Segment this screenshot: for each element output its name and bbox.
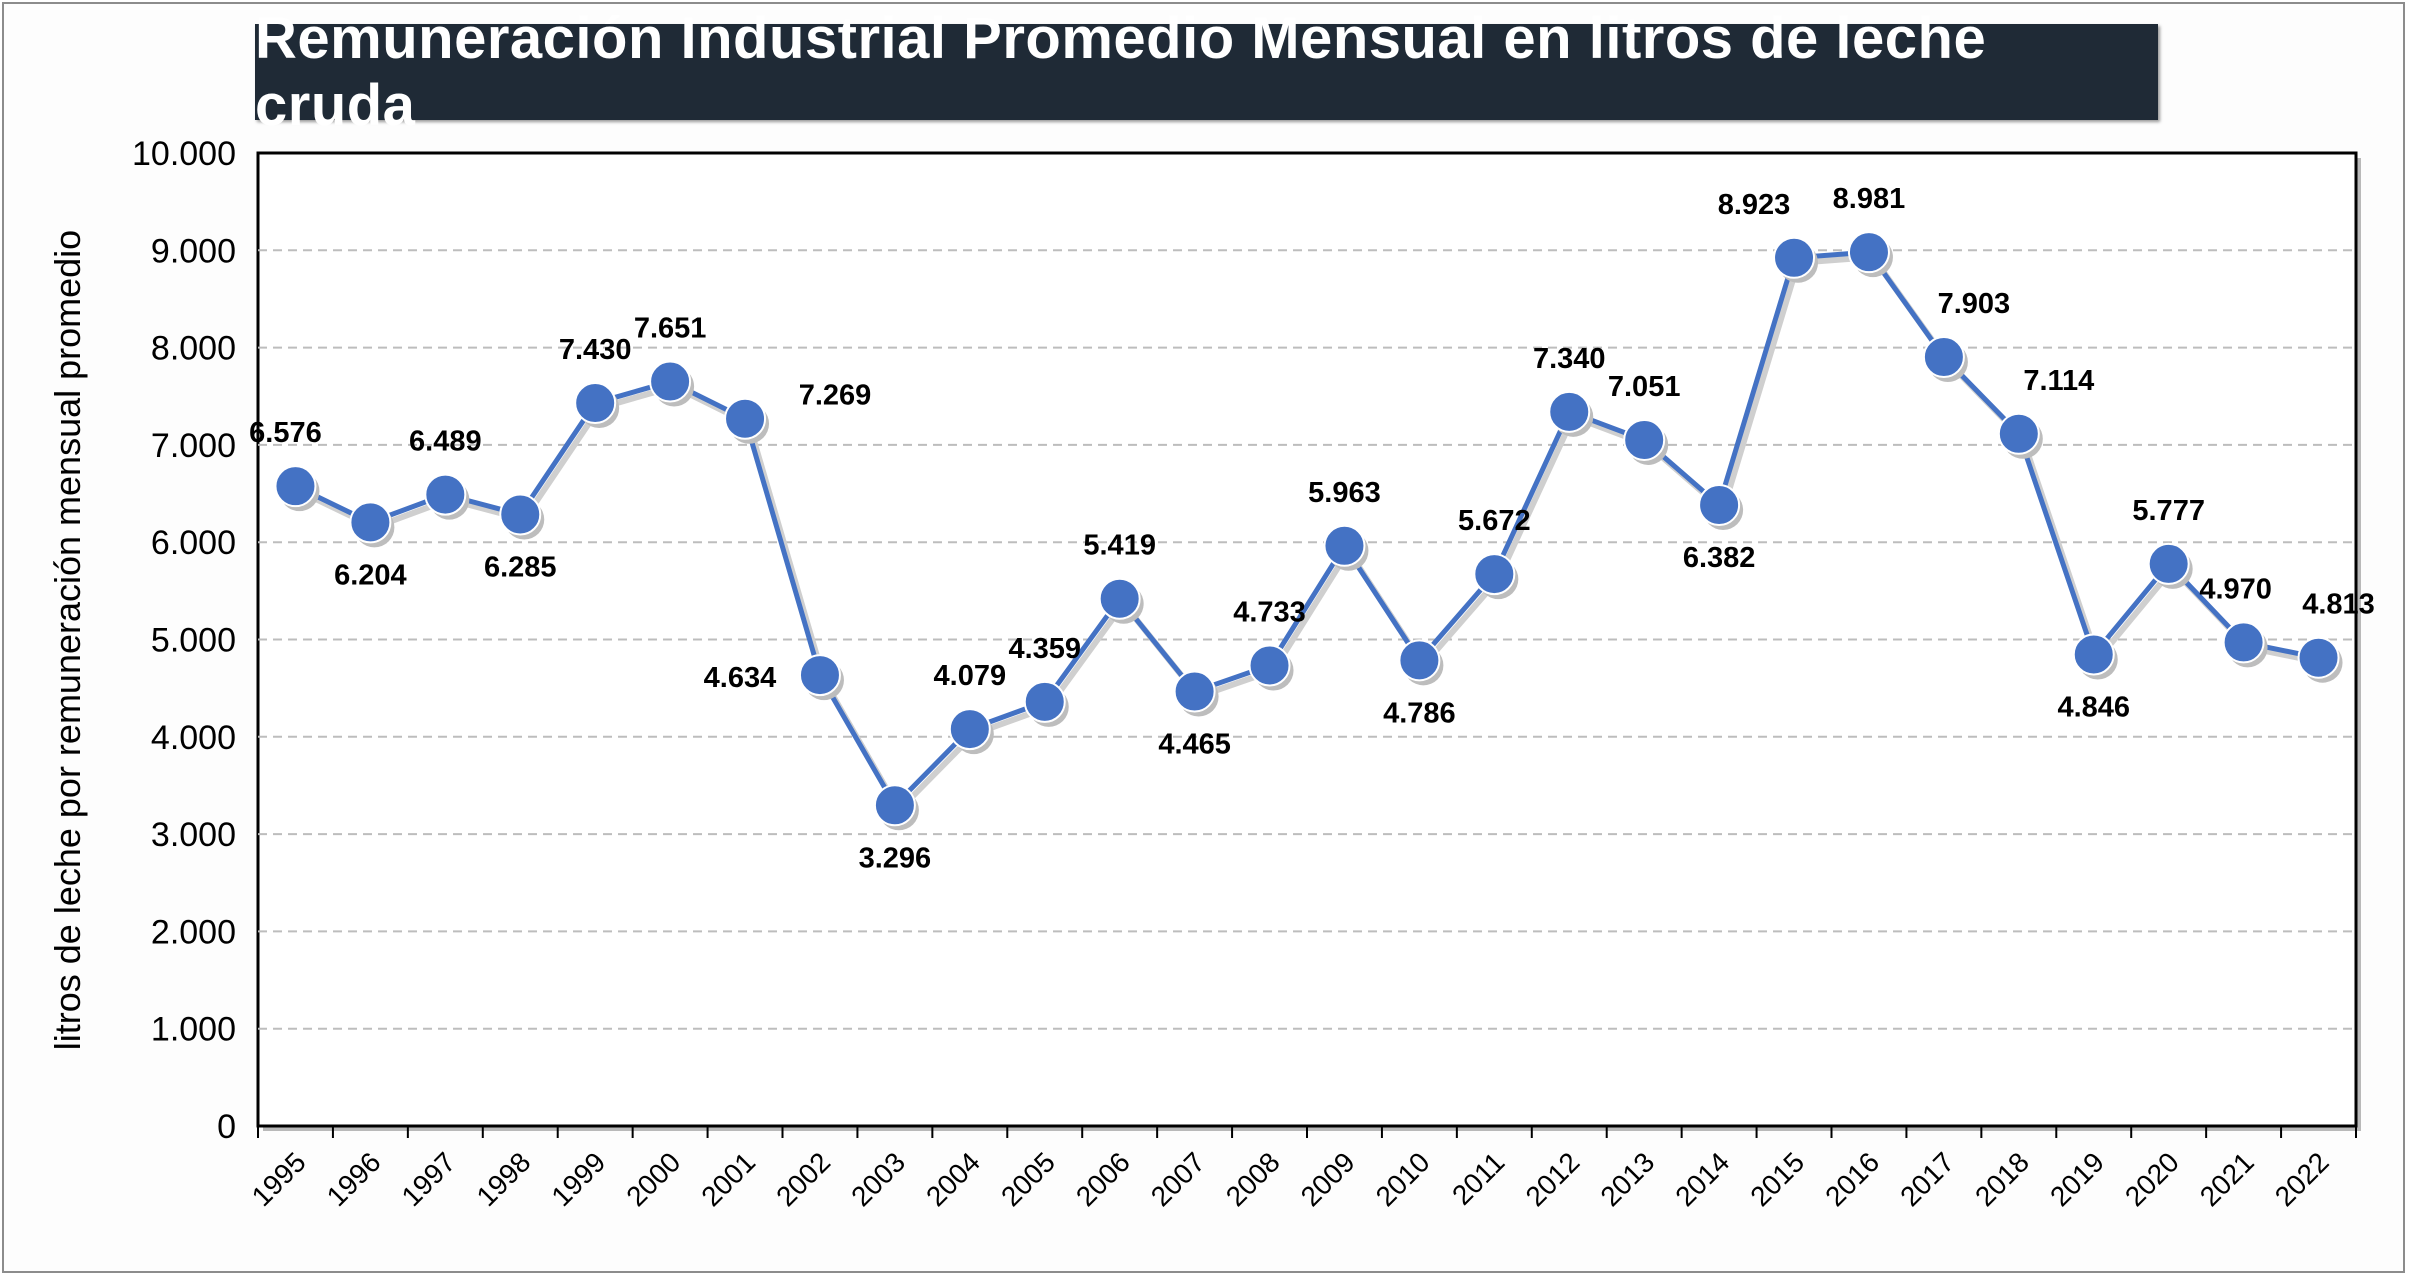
data-label: 6.204 [334,559,407,591]
data-label: 7.903 [1938,288,2011,320]
y-tick-label: 0 [217,1108,236,1146]
y-tick-label: 2.000 [151,913,236,951]
data-label: 5.963 [1308,477,1381,509]
data-label: 7.051 [1608,371,1681,403]
data-label: 6.576 [249,417,322,449]
point-marker [349,501,392,544]
data-label: 7.651 [634,313,707,345]
x-tick-label: 2019 [2044,1146,2110,1212]
y-tick-label: 3.000 [151,816,236,854]
point-marker [1248,644,1291,687]
x-tick-label: 2013 [1594,1146,1660,1212]
data-label: 8.981 [1833,183,1906,215]
data-label: 6.382 [1683,542,1756,574]
x-tick-label: 1996 [321,1146,387,1212]
point-marker [1098,577,1141,620]
x-tick-label: 2010 [1370,1146,1436,1212]
y-tick-label: 6.000 [151,524,236,562]
x-tick-label: 2015 [1744,1146,1810,1212]
x-tick-label: 2006 [1070,1146,1136,1212]
point-marker [1023,680,1066,723]
data-label: 5.777 [2132,495,2205,527]
point-marker [948,708,991,751]
data-label: 4.465 [1158,729,1231,761]
x-tick-label: 2004 [920,1146,986,1212]
data-label: 5.419 [1083,530,1156,562]
data-label: 4.786 [1383,697,1456,729]
series-line [294,249,2320,808]
point-marker [724,397,767,440]
x-tick-label: 2001 [695,1146,761,1212]
data-label: 4.846 [2057,691,2130,723]
x-tick-label: 2014 [1669,1146,1735,1212]
point-marker [798,654,841,697]
point-marker [1473,553,1516,596]
point-marker [1623,418,1666,461]
point-marker [1398,639,1441,682]
x-tick-label: 2007 [1145,1146,1211,1212]
data-label: 5.672 [1458,505,1531,537]
data-label: 7.269 [799,380,872,412]
point-marker [1997,412,2040,455]
point-marker [1922,336,1965,379]
x-tick-label: 2016 [1819,1146,1885,1212]
x-tick-label: 1995 [246,1146,312,1212]
data-label: 7.430 [559,334,632,366]
point-marker [2147,542,2190,585]
data-label: 4.079 [934,660,1007,692]
point-marker [1698,484,1741,527]
x-tick-label: 2012 [1520,1146,1586,1212]
x-tick-label: 1999 [545,1146,611,1212]
point-marker [574,382,617,425]
data-label: 4.813 [2302,589,2375,621]
point-marker [649,360,692,403]
y-tick-label: 1.000 [151,1011,236,1049]
x-tick-label: 2022 [2269,1146,2335,1212]
data-label: 4.634 [704,662,777,694]
y-tick-label: 5.000 [151,622,236,660]
x-tick-label: 2000 [620,1146,686,1212]
data-label: 3.296 [859,842,932,874]
data-label: 7.114 [2023,365,2094,397]
y-tick-label: 4.000 [151,719,236,757]
data-label: 4.733 [1233,596,1306,628]
point-marker [499,493,542,536]
data-label: 4.970 [2199,573,2272,605]
x-tick-label: 2011 [1446,1146,1511,1211]
x-tick-label: 1998 [471,1146,537,1212]
data-label: 6.285 [484,551,557,583]
data-label: 6.489 [409,426,482,458]
y-tick-label: 7.000 [151,427,236,465]
x-tick-label: 2008 [1220,1146,1286,1212]
x-tick-label: 2021 [2194,1146,2260,1212]
data-label: 8.923 [1718,189,1791,221]
data-label: 7.340 [1533,343,1606,375]
x-tick-label: 2018 [1969,1146,2035,1212]
point-marker [424,473,467,516]
data-label: 4.359 [1008,633,1081,665]
x-tick-label: 2009 [1295,1146,1361,1212]
point-marker [873,784,916,827]
y-tick-label: 9.000 [151,232,236,270]
point-marker [1847,231,1890,274]
point-marker [1173,670,1216,713]
x-tick-label: 1997 [396,1146,462,1212]
point-marker [2222,621,2265,664]
x-tick-label: 2005 [995,1146,1061,1212]
y-tick-label: 8.000 [151,330,236,368]
point-marker [1548,390,1591,433]
plot-area [256,151,2358,1128]
x-tick-label: 2003 [845,1146,911,1212]
point-marker [274,465,317,508]
x-tick-label: 2017 [1894,1146,1960,1212]
point-marker [1323,524,1366,567]
point-marker [1773,236,1816,279]
y-tick-label: 10.000 [132,135,236,173]
x-tick-label: 2020 [2119,1146,2185,1212]
point-marker [2297,636,2340,679]
x-tick-label: 2002 [770,1146,836,1212]
point-marker [2072,633,2115,676]
